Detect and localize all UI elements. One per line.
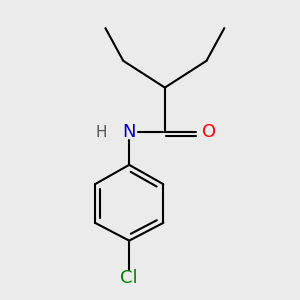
Text: Cl: Cl xyxy=(120,269,138,287)
Text: H: H xyxy=(95,125,107,140)
Text: N: N xyxy=(122,123,136,141)
Text: O: O xyxy=(202,123,216,141)
